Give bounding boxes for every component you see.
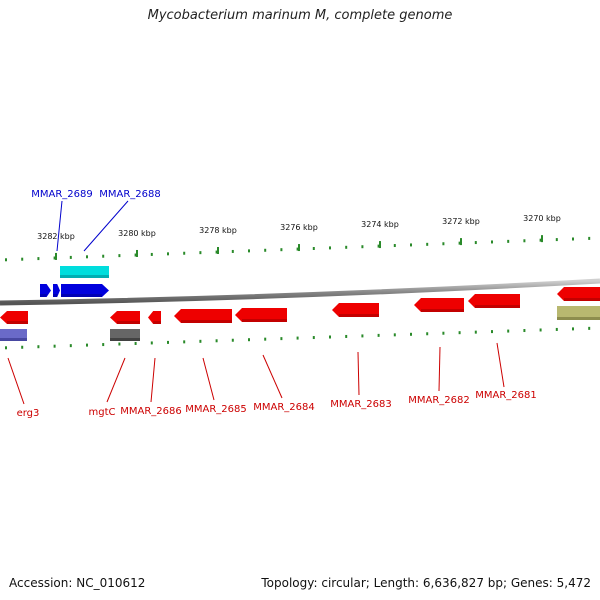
forward-gene-small [40, 284, 51, 297]
axis-tick-label: 3272 kbp [442, 217, 480, 226]
feature-layer [0, 266, 600, 341]
reverse-gene-leader [202, 357, 215, 401]
axis-tick-label: 3276 kbp [280, 223, 318, 232]
forward-gene-leader [56, 200, 63, 252]
axis-tick-label: 3270 kbp [523, 214, 561, 223]
forward-gene-leader [83, 200, 129, 252]
reverse-gene-label: mgtC [89, 407, 116, 418]
reverse-gene-arrow [332, 303, 379, 317]
axis-tick-label: 3280 kbp [118, 229, 156, 238]
reverse-gene-arrow [174, 309, 232, 323]
reverse-gene-arrow [468, 294, 520, 308]
forward-gene-small [53, 284, 60, 297]
reverse-gene-arrow [0, 311, 28, 324]
reverse-gene-label: MMAR_2682 [408, 395, 470, 406]
reverse-gene-leader [150, 357, 156, 403]
reverse-gene-label: erg3 [17, 408, 40, 419]
genome-summary-text: Topology: circular; Length: 6,636,827 bp… [261, 576, 591, 590]
axis-tick-label: 3274 kbp [361, 220, 399, 229]
map-title: Mycobacterium marinum M, complete genome [147, 8, 453, 23]
reverse-gene-leader [357, 351, 360, 396]
reverse-gene-label: MMAR_2685 [185, 404, 247, 415]
reverse-gene-leader [438, 346, 441, 392]
genome-backbone [0, 278, 600, 306]
axis-tick-label: 3278 kbp [199, 226, 237, 235]
misc-feature-purple [0, 329, 27, 341]
reverse-gene-arrow [414, 298, 464, 312]
reverse-gene-label: MMAR_2686 [120, 406, 182, 417]
axis-tick-label: 3282 kbp [37, 232, 75, 241]
reverse-gene-label: MMAR_2681 [475, 390, 537, 401]
forward-gene-mmar-2688 [61, 284, 109, 297]
reverse-gene-arrow [148, 311, 161, 324]
reverse-gene-leader [7, 357, 25, 405]
reverse-gene-arrow [557, 287, 600, 301]
forward-feature-cyan [60, 266, 109, 278]
reverse-gene-leader [262, 354, 283, 399]
reverse-gene-label: MMAR_2683 [330, 399, 392, 410]
accession-text: Accession: NC_010612 [9, 576, 146, 590]
reverse-gene-arrow [110, 311, 140, 324]
tick-layer: 3282 kbp 3280 kbp 3278 kbp 3276 kbp 3274 kbp… [5, 214, 591, 350]
misc-feature-olive [557, 306, 600, 320]
reverse-gene-leader [496, 342, 505, 388]
forward-gene-label: MMAR_2688 [99, 189, 161, 200]
reverse-gene-arrow [235, 308, 287, 322]
misc-feature-grey [110, 329, 140, 341]
reverse-gene-label: MMAR_2684 [253, 402, 315, 413]
forward-gene-label: MMAR_2689 [31, 189, 93, 200]
reverse-gene-leader [106, 357, 126, 403]
